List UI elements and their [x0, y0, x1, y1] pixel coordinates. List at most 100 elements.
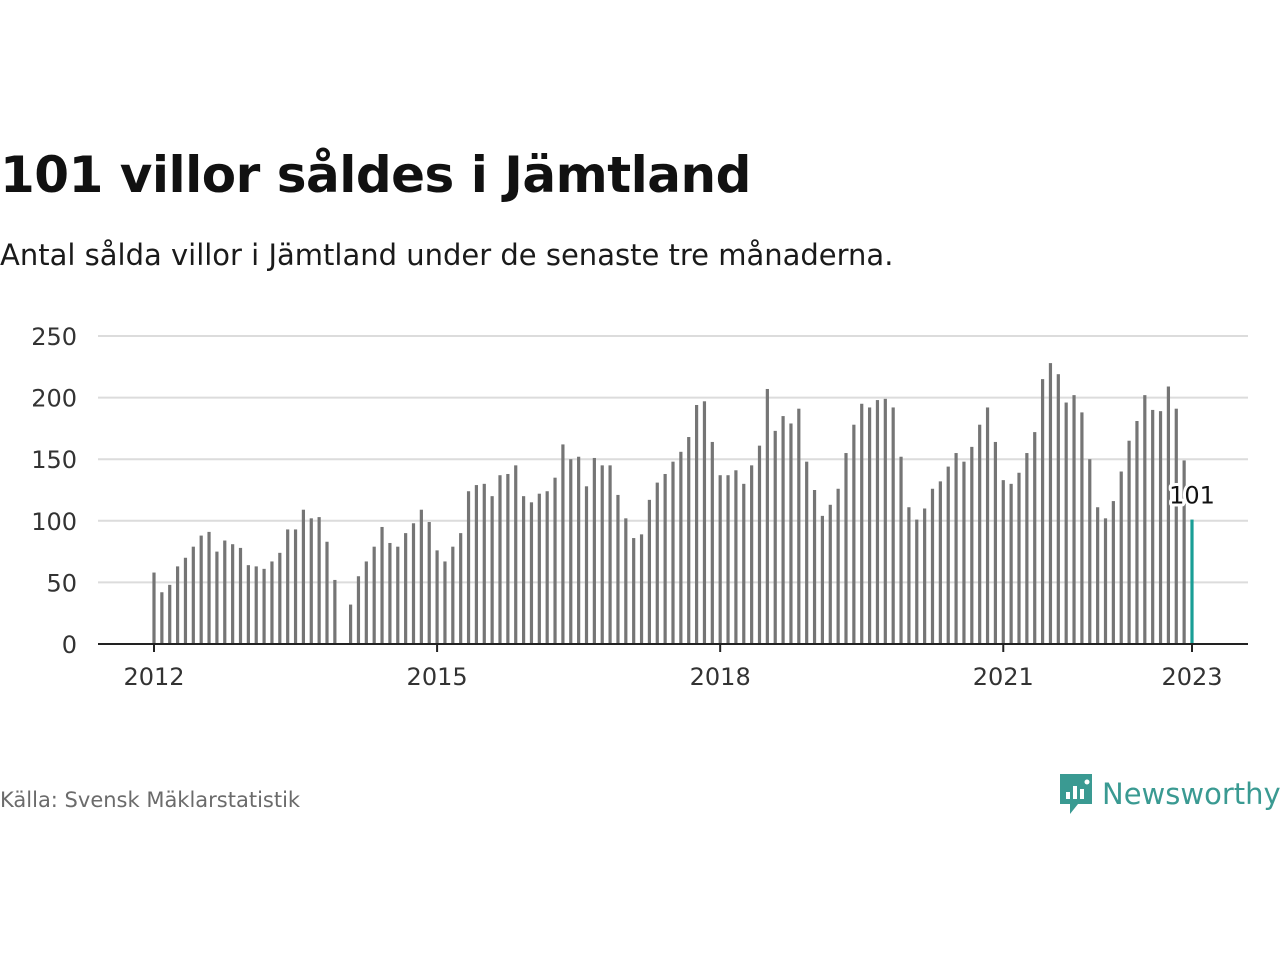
y-tick-label: 250 [31, 323, 77, 351]
bar [1103, 518, 1108, 644]
bar [647, 499, 652, 644]
bar [852, 424, 856, 644]
bar [223, 540, 227, 644]
bar [867, 407, 872, 644]
bar [466, 491, 471, 644]
bar [372, 546, 376, 644]
x-tick-label: 2012 [123, 663, 184, 691]
bar [812, 490, 817, 644]
chart-subtitle: Antal sålda villor i Jämtland under de s… [0, 238, 894, 272]
bar [561, 444, 565, 644]
bar-chart: 0 50 100 150 200 250 2012 2015 2018 2021 2023 101 [31, 323, 1248, 691]
bar [545, 491, 549, 644]
bar [356, 576, 361, 644]
y-tick-label: 0 [62, 631, 77, 659]
bar [286, 529, 290, 644]
bar [1025, 453, 1029, 644]
bar [978, 424, 982, 644]
bar [985, 407, 990, 644]
y-axis-ticks: 0 50 100 150 200 250 [31, 323, 77, 659]
bar [757, 445, 762, 644]
bar [301, 509, 306, 644]
bar [246, 565, 250, 644]
bar [1174, 408, 1178, 644]
gridlines [98, 335, 1248, 584]
bar [514, 465, 518, 644]
brand-logo[interactable]: Newsworthy [1058, 772, 1280, 816]
chart-title: 101 villor såldes i Jämtland [0, 146, 751, 204]
bar [797, 408, 801, 644]
bars [152, 363, 1194, 644]
bar [883, 398, 887, 644]
bar [694, 404, 699, 644]
bar [624, 518, 628, 644]
bar [592, 457, 596, 644]
bar [742, 483, 746, 644]
bar [962, 461, 966, 644]
bar [1064, 402, 1068, 644]
bar [459, 533, 463, 644]
bar [632, 538, 636, 644]
bar [734, 470, 738, 644]
bar [710, 441, 714, 644]
newsworthy-logo-icon [1060, 774, 1092, 814]
bar [577, 456, 581, 644]
bar [262, 568, 266, 644]
bar [215, 551, 219, 644]
bar [309, 518, 313, 644]
y-tick-label: 150 [31, 446, 77, 474]
bar [443, 561, 447, 644]
bar [1127, 440, 1131, 644]
bar [1009, 483, 1013, 644]
bar [616, 494, 620, 644]
bar [380, 526, 384, 644]
bar [875, 400, 880, 644]
brand-name: Newsworthy [1102, 777, 1280, 811]
bar [1182, 460, 1186, 644]
bar [970, 446, 974, 644]
bar [663, 473, 667, 644]
bar [600, 465, 604, 644]
bar [482, 483, 486, 644]
bar [1088, 459, 1092, 644]
bar [1033, 432, 1037, 644]
bar [915, 519, 919, 644]
bar [293, 529, 298, 644]
bar [474, 485, 479, 644]
bar [860, 403, 864, 644]
x-tick-label: 2023 [1161, 663, 1222, 691]
y-tick-label: 200 [31, 385, 77, 413]
bar [569, 459, 573, 644]
bar [773, 430, 777, 644]
bar [1096, 507, 1100, 644]
bar [1072, 395, 1076, 644]
bar [325, 541, 329, 644]
bar [1119, 471, 1123, 644]
bar [1135, 421, 1139, 644]
bar [396, 546, 400, 644]
y-tick-label: 50 [46, 569, 77, 597]
source-note: Källa: Svensk Mäklarstatistik [0, 788, 301, 812]
bar [1048, 363, 1053, 644]
y-tick-label: 100 [31, 508, 77, 536]
bar [152, 572, 156, 644]
bar [836, 488, 840, 644]
bar [671, 461, 675, 644]
bar [529, 502, 534, 644]
bar [805, 461, 809, 644]
bar [750, 465, 754, 644]
bar [820, 515, 825, 644]
bar [930, 488, 935, 644]
bar [168, 584, 172, 644]
bar [348, 604, 353, 644]
x-tick-label: 2018 [690, 663, 751, 691]
x-tick-label: 2021 [973, 663, 1034, 691]
bar [317, 517, 321, 644]
bar [270, 561, 274, 644]
bar [364, 561, 368, 644]
bar [844, 453, 848, 644]
bar [938, 481, 942, 644]
bar [207, 531, 211, 644]
bar [254, 566, 258, 644]
bar [1111, 501, 1115, 644]
